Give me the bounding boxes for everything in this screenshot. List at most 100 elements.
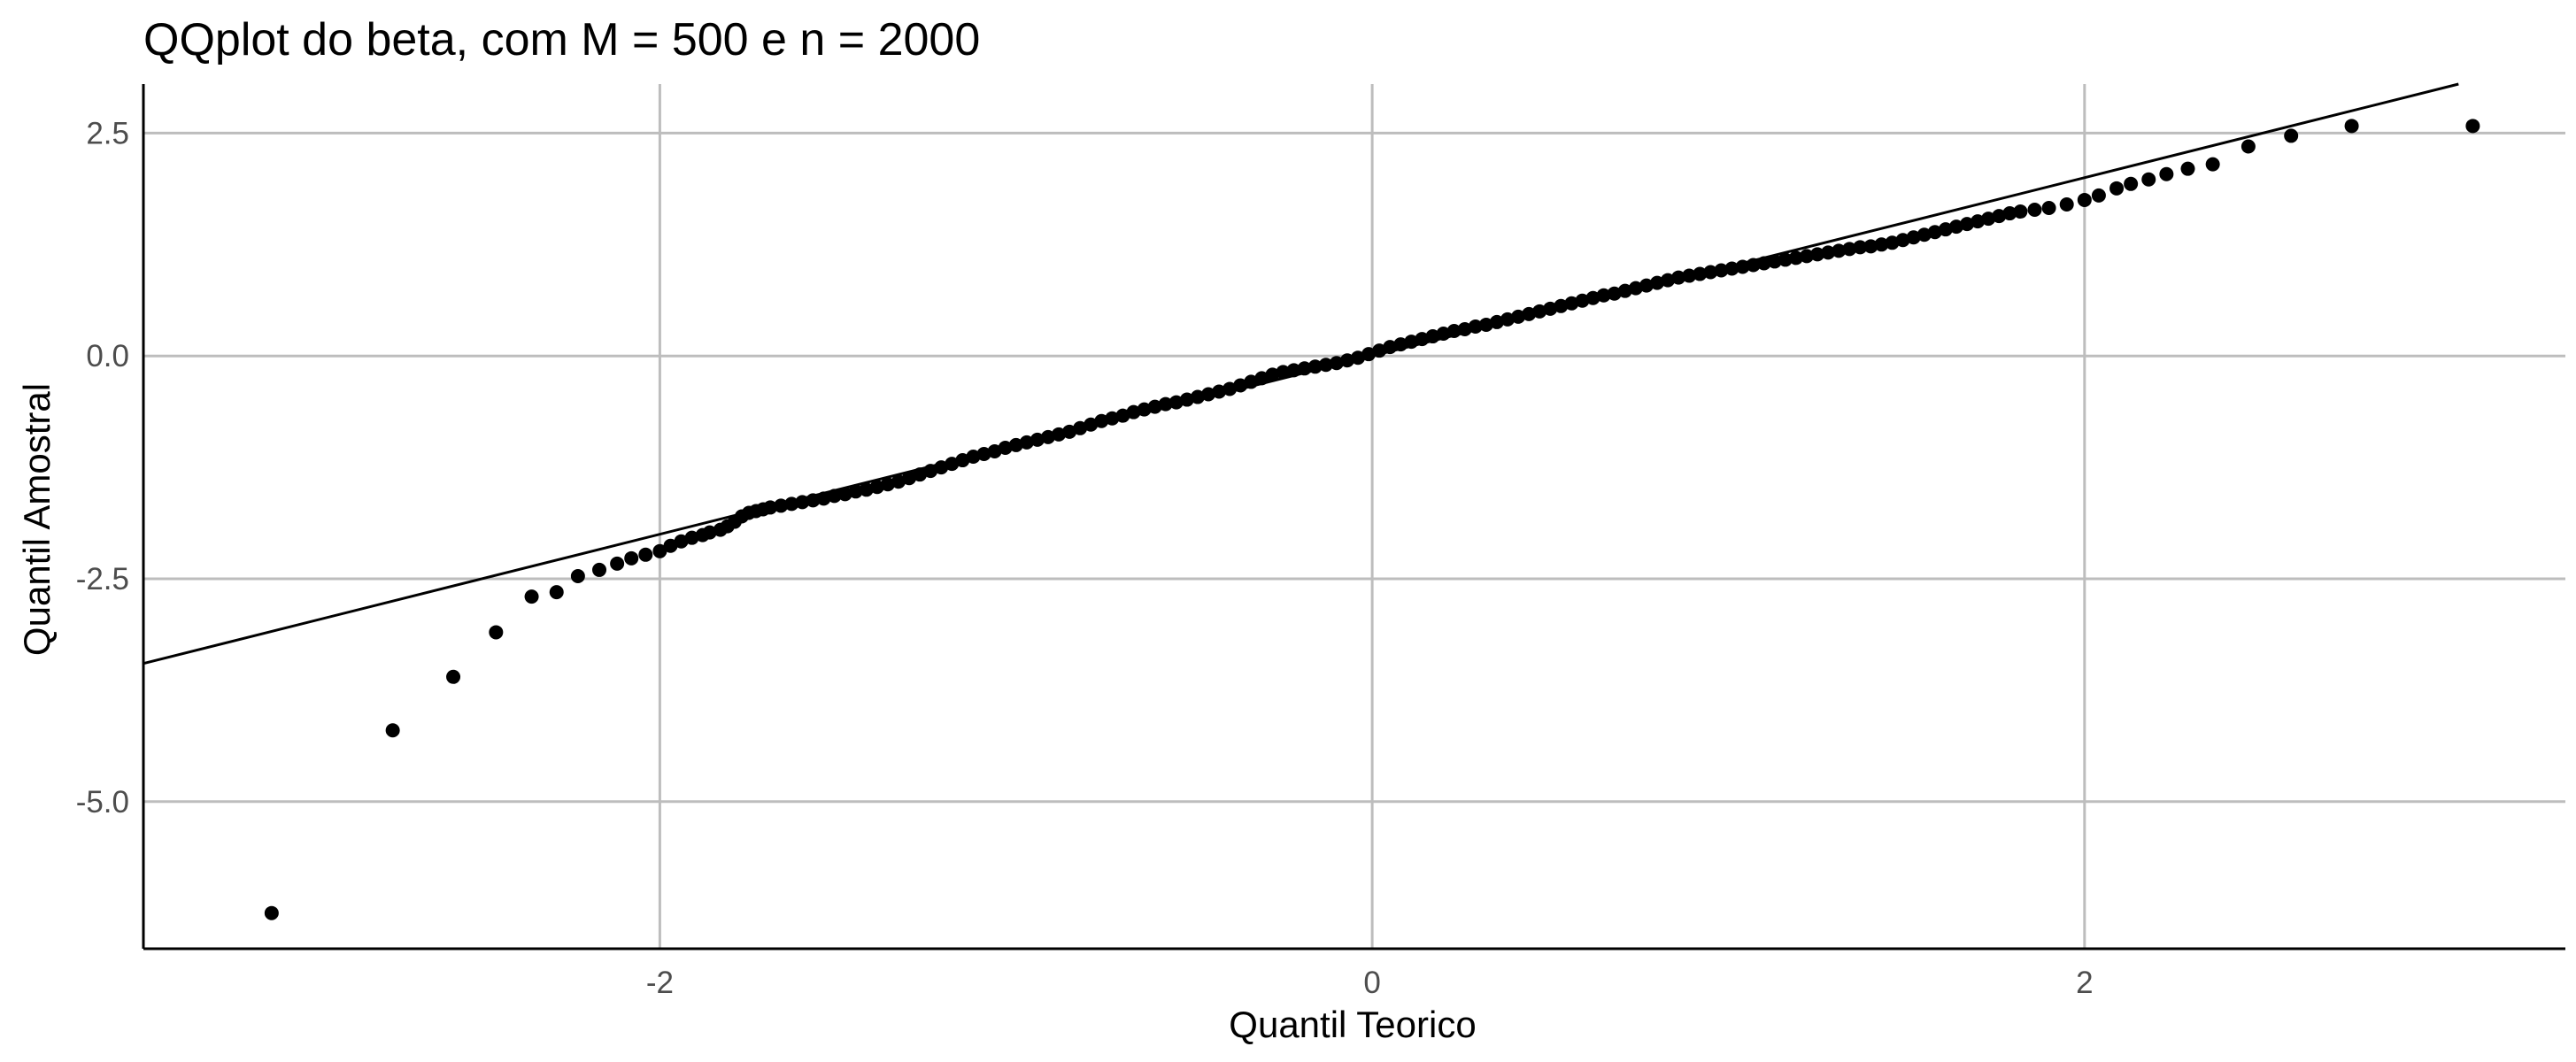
data-point xyxy=(2284,128,2299,143)
data-point xyxy=(869,480,884,495)
data-point xyxy=(624,550,639,566)
data-point xyxy=(1788,250,1803,266)
data-point xyxy=(1661,273,1676,288)
x-tick-label: 0 xyxy=(1363,966,1380,1000)
data-point xyxy=(1543,301,1558,316)
data-point xyxy=(1233,378,1248,393)
tick-labels: -2 0 2 -5.0 -2.5 0.0 2.5 xyxy=(76,116,2094,1000)
data-point xyxy=(1650,275,1664,290)
data-point xyxy=(1767,254,1782,269)
data-point xyxy=(1607,286,1622,301)
data-point xyxy=(1714,263,1729,278)
y-tick-label: 0.0 xyxy=(86,339,129,373)
x-tick-label: 2 xyxy=(2076,966,2093,1000)
data-point xyxy=(1960,217,1975,232)
data-point xyxy=(489,625,504,640)
data-point xyxy=(1436,327,1451,342)
data-point xyxy=(1639,278,1654,293)
data-point xyxy=(837,487,852,502)
data-point xyxy=(1971,214,1986,229)
data-point xyxy=(891,474,906,489)
data-point xyxy=(549,585,564,600)
data-point xyxy=(1596,288,1611,303)
data-point xyxy=(524,589,539,604)
data-point xyxy=(684,530,699,545)
data-point xyxy=(902,471,917,486)
data-point xyxy=(1735,259,1750,274)
data-point xyxy=(2141,172,2156,187)
data-point xyxy=(774,498,789,513)
data-point xyxy=(2013,204,2028,219)
data-point xyxy=(1500,312,1516,327)
data-point xyxy=(1297,361,1312,376)
data-point xyxy=(1404,335,1419,350)
data-point xyxy=(1361,347,1377,362)
grid-lines xyxy=(143,84,2565,949)
data-point xyxy=(945,457,960,472)
data-point xyxy=(652,543,667,558)
data-point xyxy=(1190,389,1205,404)
data-point xyxy=(784,496,799,512)
data-point xyxy=(1895,233,1910,248)
data-point xyxy=(1307,359,1323,374)
data-point xyxy=(1062,424,1077,439)
data-point xyxy=(1724,261,1739,276)
data-point xyxy=(816,491,831,506)
data-point xyxy=(1318,358,1333,373)
data-point xyxy=(385,723,400,738)
data-point xyxy=(1351,350,1366,366)
data-point xyxy=(1810,247,1825,262)
data-point xyxy=(1339,353,1354,368)
data-point xyxy=(1927,225,1942,240)
data-point xyxy=(1212,384,1227,399)
x-axis-title: Quantil Teorico xyxy=(1229,1004,1476,1045)
data-point xyxy=(1489,314,1504,329)
data-point xyxy=(1286,363,1301,378)
data-point xyxy=(1383,340,1398,355)
data-point xyxy=(2241,139,2256,154)
data-point xyxy=(1030,432,1045,447)
data-point xyxy=(1254,371,1269,386)
data-point xyxy=(1628,281,1643,296)
data-point xyxy=(1981,212,1996,227)
data-point xyxy=(966,450,981,465)
data-point xyxy=(1126,404,1141,419)
data-point xyxy=(955,453,970,468)
data-point xyxy=(923,464,938,479)
data-point xyxy=(1393,337,1408,352)
data-point xyxy=(1415,332,1430,347)
data-point xyxy=(1446,323,1462,338)
data-point xyxy=(592,562,607,577)
data-point xyxy=(264,905,279,920)
data-point xyxy=(1158,396,1173,412)
data-point xyxy=(702,525,717,540)
data-point xyxy=(1832,243,1847,258)
data-point xyxy=(1703,265,1718,280)
data-point xyxy=(1906,230,1921,245)
data-point xyxy=(1425,329,1440,344)
data-point xyxy=(1457,321,1472,336)
axes xyxy=(142,84,2565,950)
data-point xyxy=(1917,227,1932,242)
data-point xyxy=(1585,290,1600,305)
data-point xyxy=(674,534,689,549)
data-point xyxy=(987,443,1002,458)
data-point xyxy=(2180,161,2195,176)
data-point xyxy=(1799,249,1814,264)
data-point xyxy=(795,495,810,510)
data-point xyxy=(1008,437,1023,452)
data-point xyxy=(2465,119,2480,134)
data-point xyxy=(1778,252,1793,267)
data-point xyxy=(913,467,928,482)
data-point xyxy=(1052,427,1067,442)
y-tick-label: 2.5 xyxy=(86,116,129,150)
data-point xyxy=(976,446,991,461)
data-point xyxy=(1992,209,2007,224)
data-point xyxy=(880,477,895,492)
data-point xyxy=(1948,219,1963,235)
data-point xyxy=(1265,367,1280,382)
data-point xyxy=(2124,176,2139,191)
data-point xyxy=(1478,317,1493,332)
y-axis-title: Quantil Amostral xyxy=(16,383,58,656)
